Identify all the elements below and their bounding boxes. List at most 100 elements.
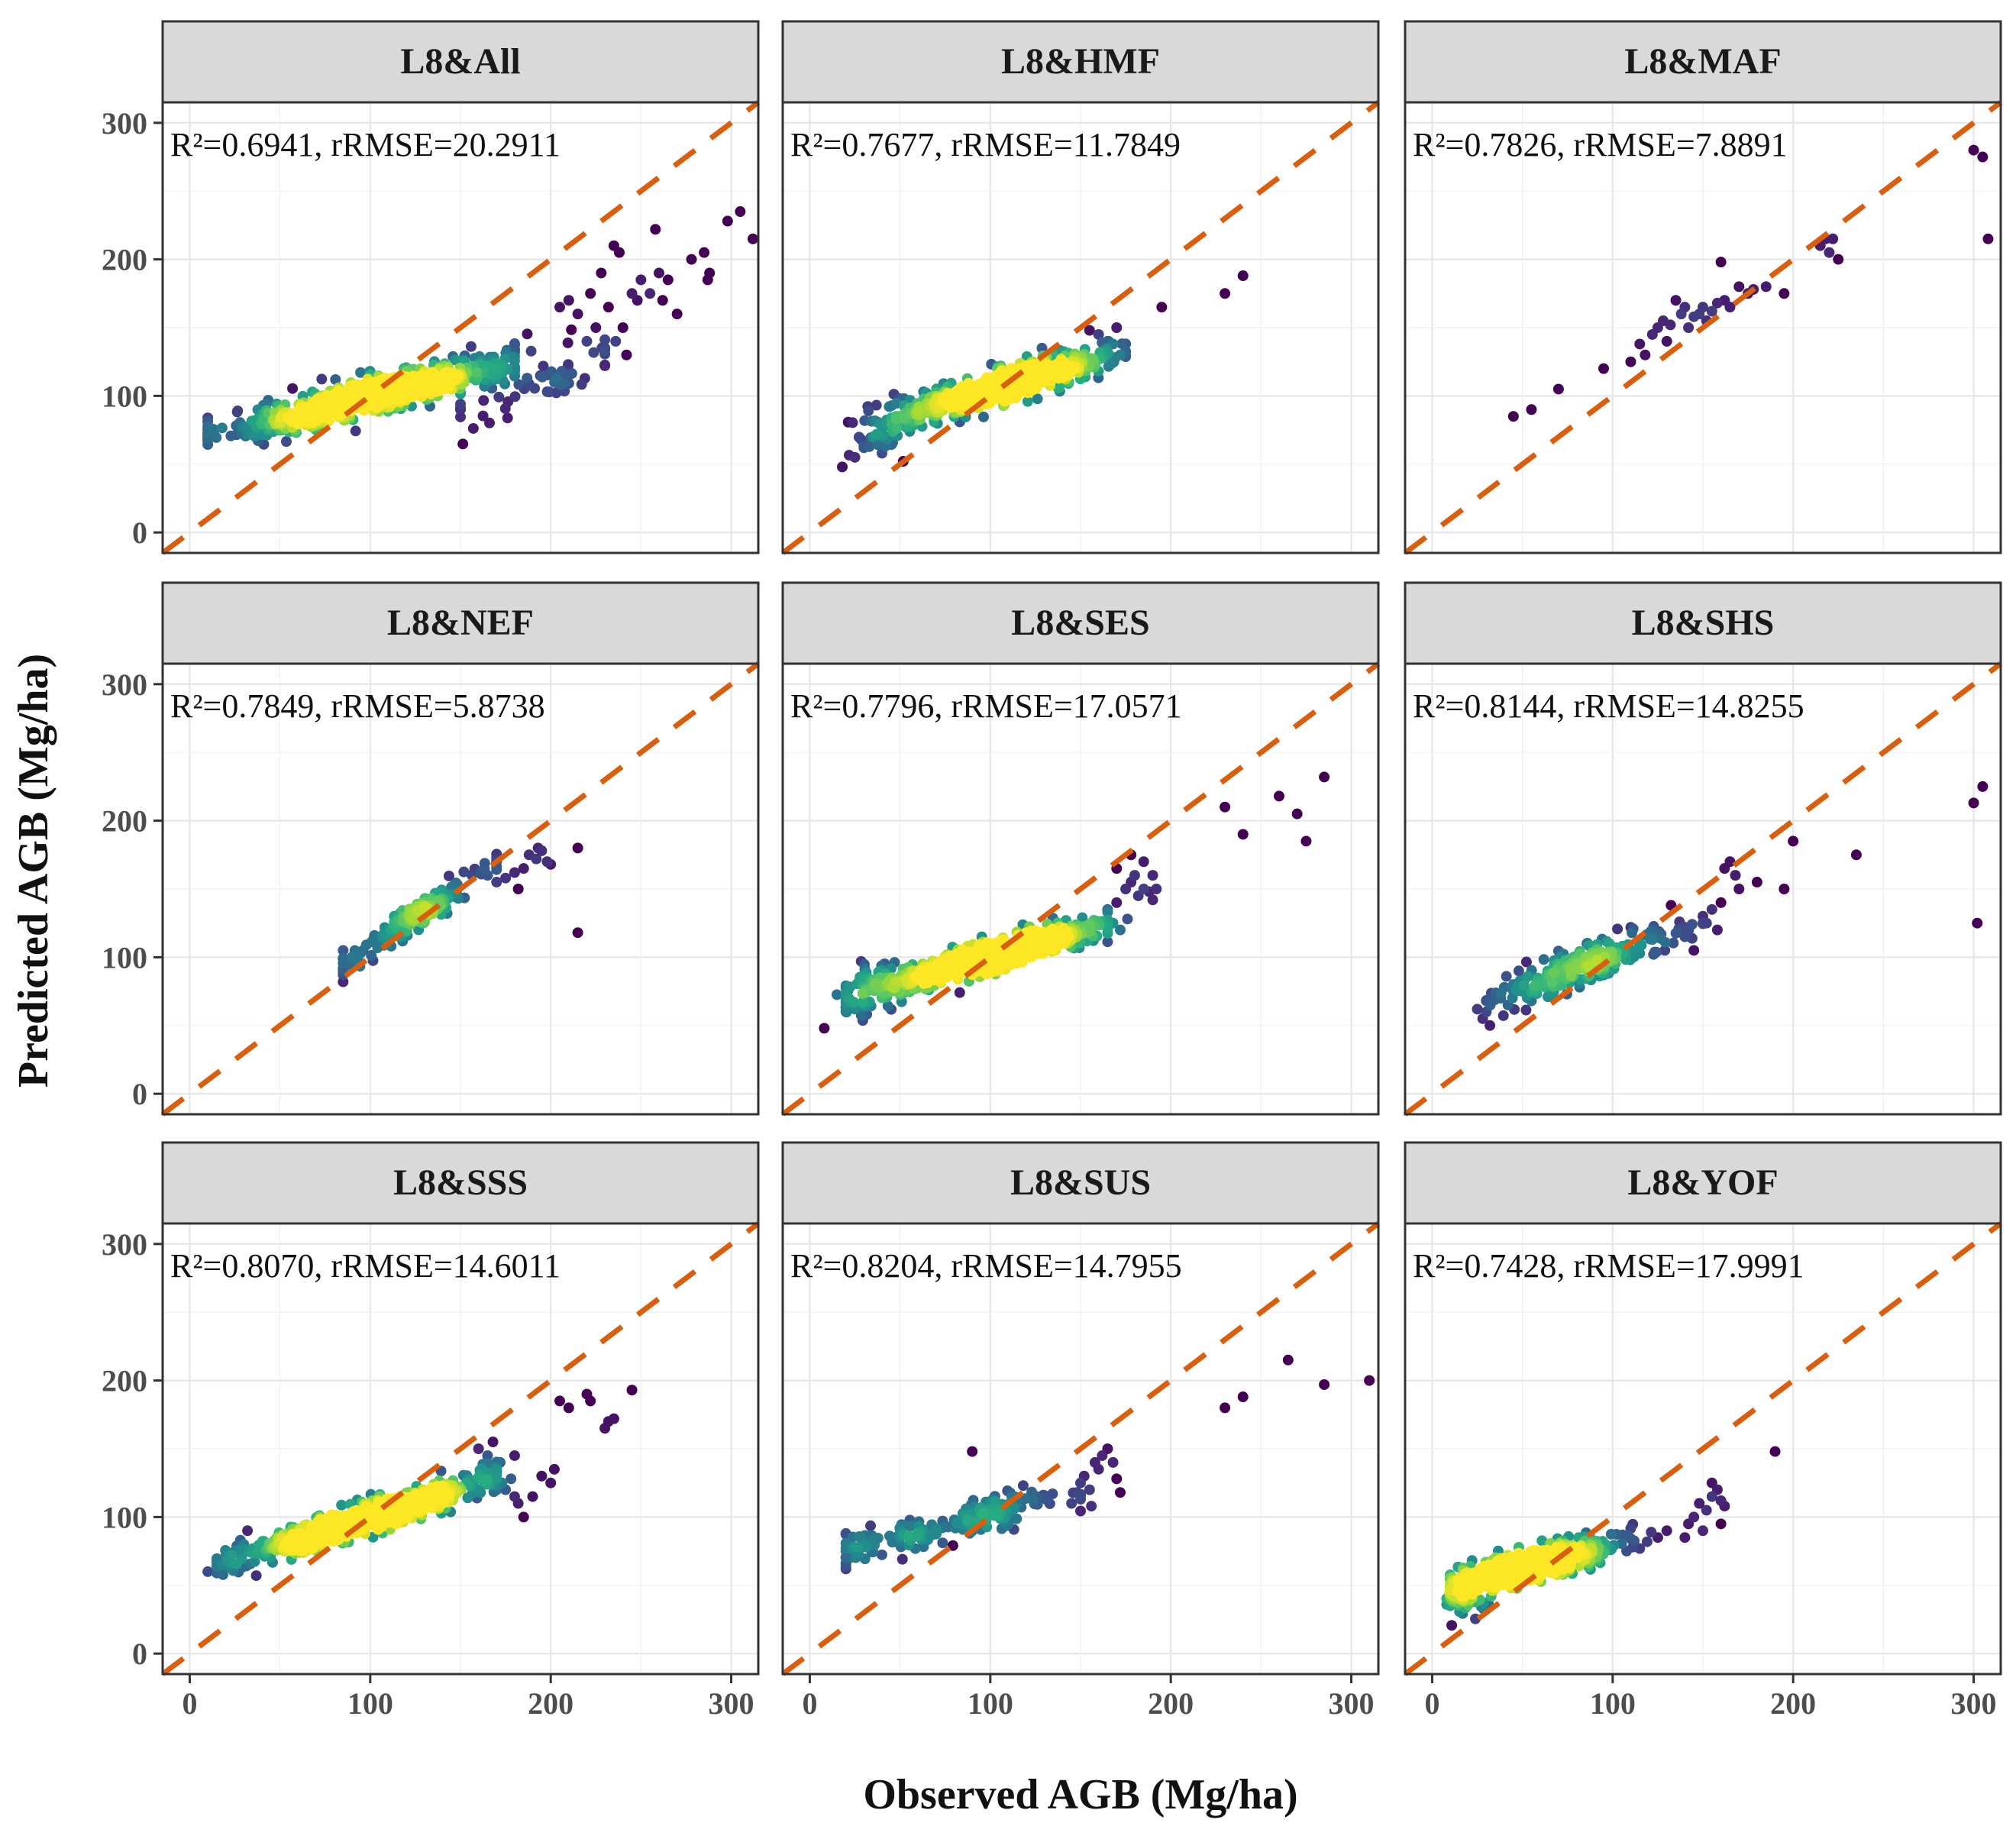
data-point	[1688, 945, 1700, 956]
data-point	[1977, 151, 1989, 163]
data-point	[518, 863, 529, 874]
data-point	[455, 399, 466, 410]
data-point	[1724, 856, 1736, 868]
data-point	[1686, 919, 1698, 930]
facet-strip-label: L8&SES	[1011, 603, 1149, 643]
data-point	[1009, 1503, 1020, 1514]
data-point	[1605, 1528, 1617, 1540]
fit-statistics-label: R²=0.8070, rRMSE=14.6011	[170, 1247, 561, 1285]
data-point	[599, 334, 611, 345]
x-tick-label: 300	[1329, 1686, 1375, 1721]
data-point	[1751, 877, 1762, 888]
data-point	[419, 901, 431, 913]
data-point	[483, 417, 495, 428]
data-point	[1462, 1581, 1473, 1592]
y-tick-label: 300	[102, 1227, 147, 1262]
data-point	[1706, 1491, 1717, 1502]
data-point	[1022, 396, 1033, 407]
data-point	[1977, 781, 1989, 792]
data-point	[1138, 884, 1149, 894]
data-point	[1711, 297, 1723, 309]
data-point	[1510, 984, 1522, 996]
data-point	[482, 1450, 493, 1461]
data-point	[645, 288, 656, 299]
data-point	[1220, 801, 1231, 813]
data-point	[819, 1023, 830, 1034]
data-point	[913, 406, 924, 417]
data-point	[865, 1520, 877, 1531]
data-point	[722, 215, 733, 227]
data-point	[355, 367, 367, 378]
data-point	[920, 968, 932, 980]
data-point	[1649, 946, 1660, 958]
data-point	[937, 1537, 948, 1549]
data-point	[1018, 938, 1029, 949]
data-point	[208, 424, 220, 435]
panel-border	[161, 1222, 760, 1676]
data-point	[1779, 884, 1790, 894]
data-point	[1711, 924, 1723, 936]
one-to-one-line	[780, 661, 1381, 1117]
data-point	[891, 422, 903, 434]
data-point	[1646, 1527, 1657, 1538]
data-point	[536, 845, 548, 856]
data-point	[1102, 936, 1113, 948]
data-point	[1536, 1535, 1548, 1547]
data-point	[662, 274, 674, 286]
data-point	[379, 1508, 390, 1520]
data-point	[1552, 383, 1564, 395]
data-point	[905, 1521, 916, 1532]
data-point	[1282, 1354, 1294, 1366]
data-point	[1982, 233, 1994, 244]
data-point	[876, 1549, 887, 1560]
data-point	[512, 884, 524, 894]
data-point	[443, 870, 454, 881]
data-point	[231, 1558, 242, 1569]
data-point	[1659, 936, 1671, 948]
data-point	[513, 379, 525, 390]
data-point	[336, 1499, 347, 1511]
data-point	[1769, 1446, 1781, 1457]
x-tick-label: 100	[347, 1686, 393, 1721]
data-point	[1706, 903, 1717, 915]
data-point	[1518, 980, 1530, 991]
facet-strip	[1404, 20, 2002, 104]
facet-strip	[161, 20, 760, 104]
data-point	[1972, 917, 1983, 929]
data-point	[1084, 325, 1095, 336]
data-point	[1120, 884, 1132, 894]
facet-strip	[161, 1141, 760, 1225]
y-tick-label: 200	[102, 804, 147, 839]
data-point	[566, 324, 577, 335]
data-point	[1319, 771, 1330, 783]
data-point	[250, 1570, 262, 1582]
data-point	[596, 267, 607, 279]
facet-strip-label: L8&HMF	[1001, 41, 1160, 82]
data-point	[525, 345, 537, 357]
data-point	[1665, 319, 1676, 331]
fit-statistics-label: R²=0.8144, rRMSE=14.8255	[1413, 687, 1804, 725]
data-point	[870, 978, 881, 989]
data-point	[1364, 1375, 1375, 1386]
fit-statistics-label: R²=0.7849, rRMSE=5.8738	[170, 687, 545, 725]
data-point	[563, 295, 574, 306]
data-point	[1683, 322, 1695, 333]
data-point	[1659, 945, 1671, 956]
data-point	[1075, 1505, 1086, 1517]
y-tick-label: 100	[102, 379, 147, 413]
data-point	[686, 254, 697, 265]
data-point	[1640, 349, 1651, 360]
data-point	[559, 377, 570, 389]
data-point	[339, 1515, 351, 1527]
data-point	[931, 1524, 942, 1535]
data-point	[280, 436, 292, 448]
data-point	[423, 377, 435, 389]
data-point	[541, 856, 553, 868]
gridlines	[1405, 1223, 2001, 1674]
data-point	[509, 391, 521, 402]
data-point	[849, 451, 861, 463]
data-point	[1788, 836, 1799, 847]
data-point	[1086, 1501, 1097, 1512]
data-point	[1670, 927, 1682, 939]
